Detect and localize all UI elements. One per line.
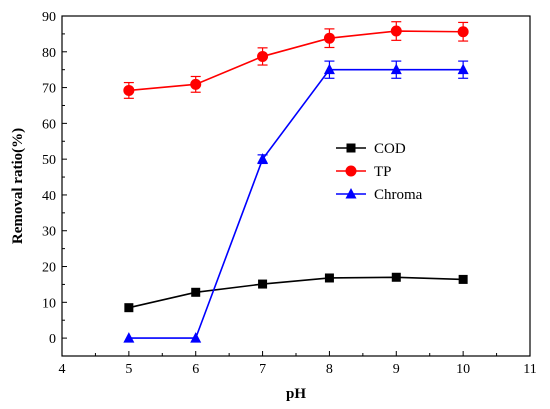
data-point	[124, 303, 134, 313]
data-point	[123, 332, 135, 343]
y-tick-label: 40	[42, 189, 56, 204]
data-point	[457, 26, 469, 38]
series-chroma	[123, 60, 469, 343]
legend-marker	[346, 143, 356, 153]
legend-label: COD	[374, 141, 406, 157]
y-tick-label: 60	[42, 117, 56, 132]
series-line	[128, 30, 464, 92]
data-point	[258, 279, 268, 289]
x-axis-title: pH	[286, 386, 306, 402]
y-tick-label: 80	[42, 46, 56, 61]
series-line	[128, 276, 464, 309]
x-tick-label: 10	[456, 362, 470, 377]
x-tick-label: 5	[125, 362, 132, 377]
legend-marker	[345, 188, 357, 199]
legend-item-tp: TP	[336, 164, 392, 180]
y-tick-label: 70	[42, 82, 56, 97]
y-axis-title: Removal ratio(%)	[10, 128, 26, 244]
y-axis: 0 10 20 30 40 50 60 70 80 90	[42, 10, 67, 347]
data-point	[190, 78, 202, 90]
legend: COD TP Chroma	[336, 141, 423, 203]
series-layer	[123, 21, 469, 343]
legend-item-chroma: Chroma	[336, 187, 423, 203]
data-point	[123, 84, 135, 96]
y-tick-label: 90	[42, 10, 56, 25]
data-point	[323, 63, 335, 75]
data-point	[191, 287, 201, 297]
data-point	[390, 63, 402, 75]
data-point	[190, 332, 202, 343]
y-tick-label: 0	[49, 332, 56, 347]
x-tick-label: 8	[326, 362, 333, 377]
x-tick-label: 6	[192, 362, 199, 377]
data-point	[391, 272, 401, 282]
x-tick-label: 4	[59, 362, 66, 377]
series-cod	[124, 272, 468, 313]
y-tick-label: 50	[42, 153, 56, 168]
x-tick-label: 11	[523, 362, 536, 377]
y-tick-label: 10	[42, 296, 56, 311]
data-point	[257, 153, 269, 164]
series-tp	[123, 21, 469, 99]
data-point	[457, 63, 469, 75]
legend-item-cod: COD	[336, 141, 406, 157]
data-point	[458, 274, 468, 284]
x-tick-label: 9	[393, 362, 400, 377]
series-line	[128, 68, 464, 339]
legend-marker	[345, 165, 357, 177]
data-point	[257, 50, 269, 62]
x-axis: 4 5 6 7 8 9 10 11	[59, 351, 537, 377]
y-tick-label: 20	[42, 261, 56, 276]
x-tick-label: 7	[259, 362, 266, 377]
data-point	[324, 273, 334, 283]
legend-label: TP	[374, 164, 392, 180]
legend-label: Chroma	[374, 187, 423, 203]
data-point	[323, 32, 335, 44]
data-point	[390, 25, 402, 37]
y-tick-label: 30	[42, 225, 56, 240]
